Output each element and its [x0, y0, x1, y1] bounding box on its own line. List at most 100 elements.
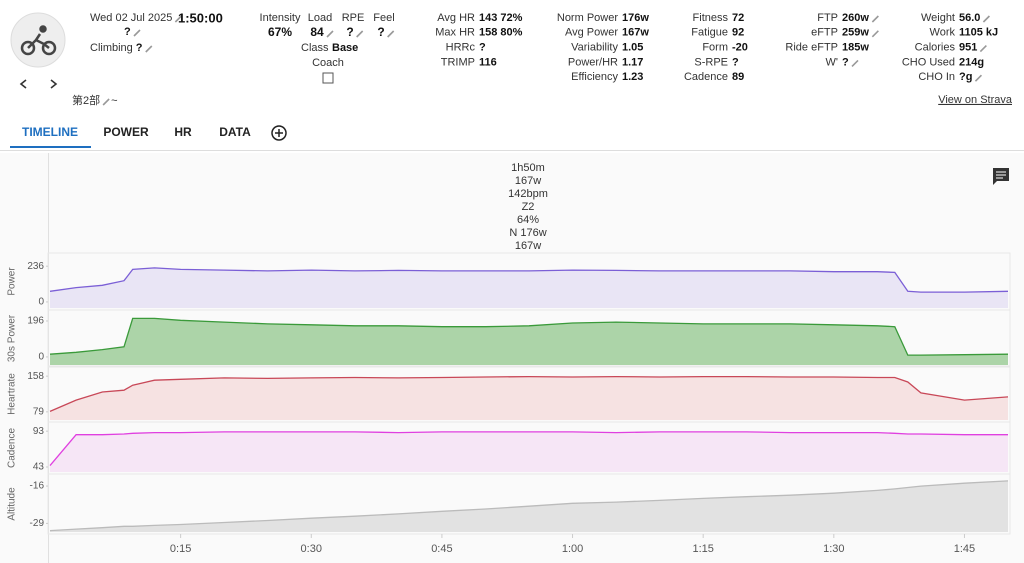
stat-label: W': [826, 56, 838, 68]
stat-label: TRIMP: [441, 56, 475, 68]
stat-value: 72: [732, 12, 744, 24]
metric-value: 67%: [268, 25, 292, 39]
panel-label: 30s Power: [7, 314, 18, 362]
metric-label: Feel: [373, 12, 394, 24]
edit-icon[interactable]: [174, 15, 182, 23]
stat-label: Avg HR: [437, 12, 475, 24]
stat-value: 214g: [959, 56, 984, 68]
stat-label: S-RPE: [694, 56, 728, 68]
x-tick-label: 1:15: [692, 543, 713, 555]
stat-label: Weight: [921, 12, 955, 24]
area-fill: [50, 318, 1008, 365]
stat-label: eFTP: [811, 27, 838, 39]
edit-icon[interactable]: [356, 30, 364, 38]
tab[interactable]: HR: [174, 125, 192, 139]
stat-label: Efficiency: [571, 71, 618, 83]
trace-line: [49, 317, 1009, 356]
stat-value: ?: [732, 56, 739, 68]
stat-value: 1.05: [622, 42, 643, 54]
stat-value: 951: [959, 42, 977, 54]
y-tick-label: 158: [27, 371, 44, 382]
stat-label: Ride eFTP: [785, 42, 838, 54]
summary-line: 167w: [515, 240, 541, 252]
coach-label: Coach: [312, 57, 344, 69]
bike-icon: [20, 25, 57, 56]
x-tick-label: 0:15: [170, 543, 191, 555]
panel-label: Altitude: [7, 487, 18, 521]
tab[interactable]: TIMELINE: [22, 125, 78, 139]
tab[interactable]: DATA: [219, 125, 251, 139]
stat-label: CHO In: [918, 71, 955, 83]
activity-name: ?: [124, 26, 131, 38]
edit-icon[interactable]: [851, 59, 859, 67]
x-tick-label: 1:45: [954, 543, 975, 555]
next-button[interactable]: [50, 79, 58, 89]
stat-value: 143 72%: [479, 12, 523, 24]
coach-checkbox[interactable]: [322, 72, 334, 84]
panel-border: [47, 309, 1011, 368]
edit-icon[interactable]: [974, 74, 983, 82]
edit-icon[interactable]: [145, 45, 153, 53]
edit-icon[interactable]: [326, 30, 334, 38]
comment-button[interactable]: [993, 168, 1009, 185]
metric-value: ?: [346, 25, 353, 39]
stat-label: FTP: [817, 12, 838, 24]
trace-line: [49, 480, 1009, 532]
stat-value: ?: [842, 56, 849, 68]
metric-label: RPE: [342, 12, 365, 24]
y-tick-label: 0: [38, 352, 44, 363]
stat-label: Norm Power: [557, 12, 618, 24]
edit-icon[interactable]: [102, 98, 110, 106]
summary-line: Z2: [522, 201, 535, 213]
x-tick-label: 1:00: [562, 543, 583, 555]
trace-line: [49, 375, 1009, 412]
edit-icon[interactable]: [979, 45, 987, 53]
climbing-value: ?: [136, 42, 143, 54]
y-tick-label: 43: [33, 462, 45, 473]
stat-value: 185w: [842, 42, 869, 54]
active-tab-underline: [10, 146, 91, 148]
y-tick-label: 196: [27, 316, 44, 327]
stat-value: 158 80%: [479, 27, 523, 39]
stat-label: Variability: [571, 42, 618, 54]
y-tick-label: 0: [38, 297, 44, 308]
edit-icon[interactable]: [133, 29, 141, 37]
stat-value: 1.23: [622, 71, 643, 83]
stat-label: CHO Used: [902, 56, 955, 68]
panel-label: Cadence: [7, 428, 18, 468]
edit-icon[interactable]: [871, 15, 879, 23]
stat-value: 56.0: [959, 12, 980, 24]
stat-value: ?: [479, 42, 486, 54]
stat-value: 92: [732, 27, 744, 39]
trace-line: [49, 431, 1008, 467]
class-value: Base: [332, 42, 358, 54]
stat-value: 167w: [622, 27, 649, 39]
edit-icon[interactable]: [982, 15, 990, 23]
tab[interactable]: POWER: [103, 125, 149, 139]
edit-icon[interactable]: [871, 30, 879, 38]
y-tick-label: 79: [33, 407, 45, 418]
stat-label: Form: [702, 42, 728, 54]
stat-value: ?g: [959, 71, 972, 83]
stat-value: 1105 kJ: [959, 27, 998, 39]
edit-icon[interactable]: [387, 30, 395, 38]
stat-value: 116: [479, 56, 497, 68]
summary-line: N 176w: [509, 227, 546, 239]
metric-value: ?: [377, 25, 384, 39]
tab-divider: [0, 150, 1024, 151]
add-tab-button[interactable]: [271, 125, 287, 141]
panel-label: Power: [7, 267, 18, 296]
summary-line: 142bpm: [508, 188, 548, 200]
y-tick-label: -16: [30, 481, 45, 492]
stat-label: Fitness: [693, 12, 729, 24]
stat-value: 260w: [842, 12, 869, 24]
strava-link[interactable]: View on Strava: [938, 94, 1013, 106]
stat-value: 176w: [622, 12, 649, 24]
x-tick-label: 0:30: [301, 543, 322, 555]
stat-label: Fatigue: [691, 27, 728, 39]
x-tick-label: 0:45: [431, 543, 452, 555]
stat-label: Calories: [915, 42, 956, 54]
summary-line: 167w: [515, 175, 541, 187]
prev-button[interactable]: [19, 79, 27, 89]
